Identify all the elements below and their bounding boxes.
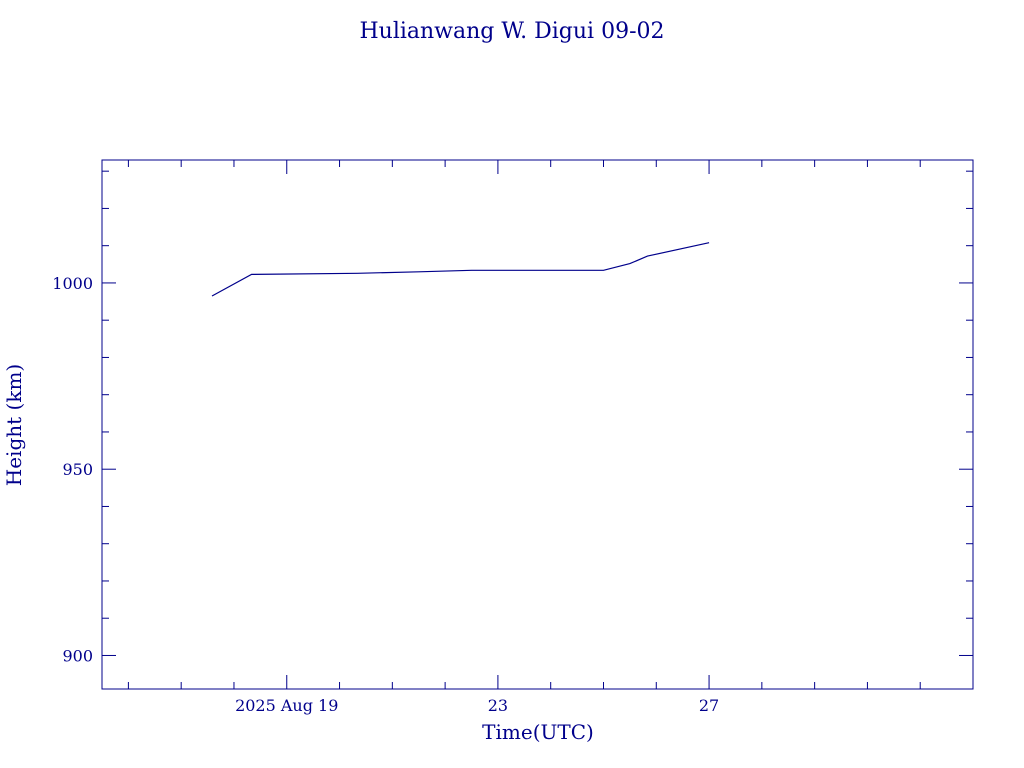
x-tick-label: 2025 Aug 19: [235, 696, 338, 715]
y-axis-label: Height (km): [2, 364, 26, 486]
x-tick-label: 27: [699, 696, 719, 715]
chart-title: Hulianwang W. Digui 09-02: [359, 19, 664, 44]
axis-ticks: [102, 160, 973, 689]
y-tick-label: 900: [62, 646, 93, 665]
plot-frame: [101, 159, 974, 690]
axis-tick-labels: 2025 Aug 19 23 27 900 950 1000: [52, 274, 719, 715]
y-tick-label: 1000: [52, 274, 93, 293]
x-tick-label: 23: [488, 696, 508, 715]
y-tick-label: 950: [62, 460, 93, 479]
series-group: [211, 242, 710, 297]
x-axis-label: Time(UTC): [482, 720, 594, 744]
series-line: [211, 242, 710, 297]
